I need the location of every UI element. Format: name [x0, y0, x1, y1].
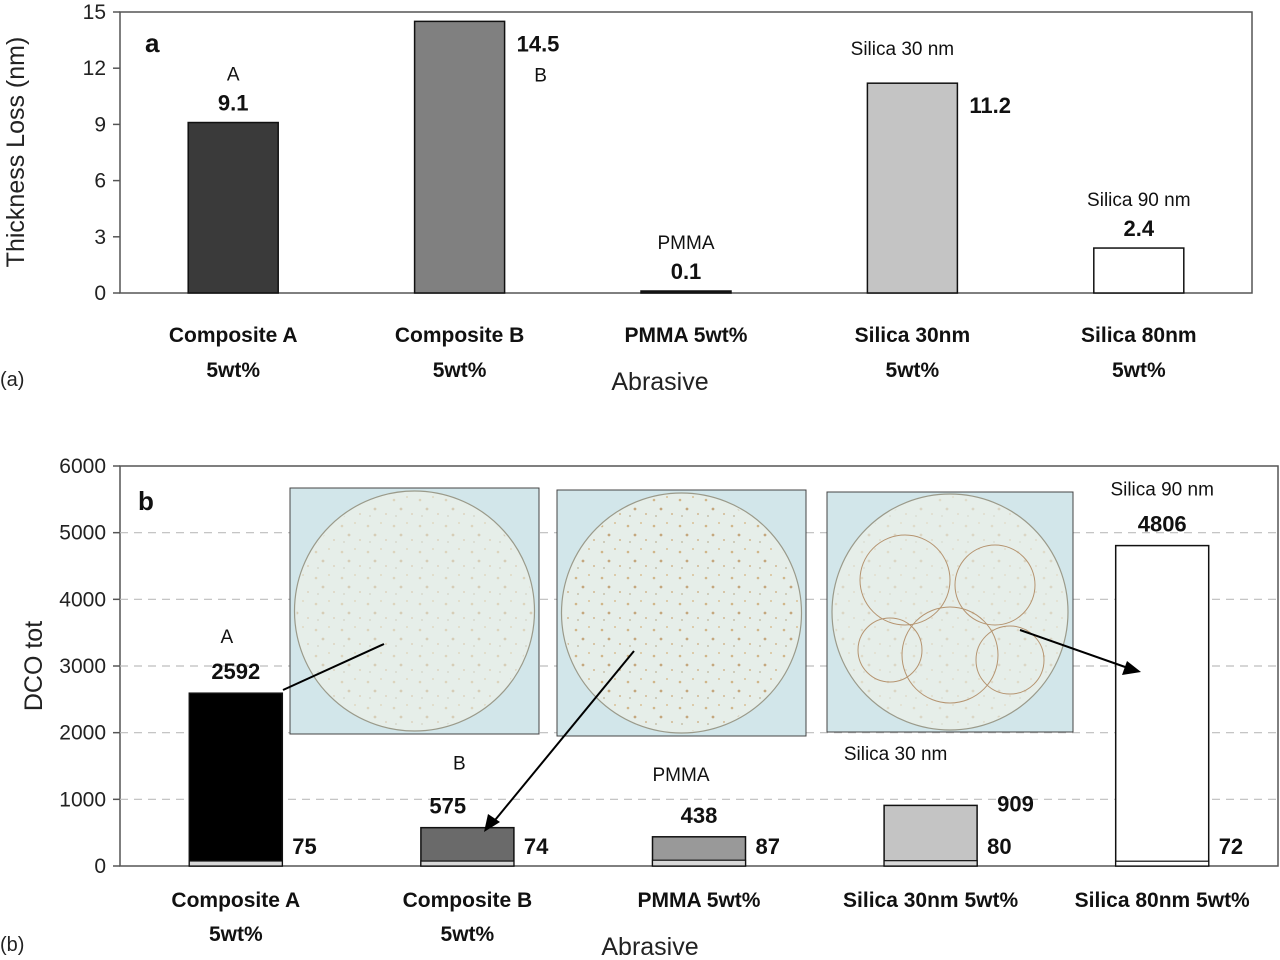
chart-b-bar-secondary: [883, 860, 978, 867]
chart-b-bars: [188, 544, 1210, 867]
callout-arrows: [282, 629, 1141, 832]
chart-a-y-tick-label: 0: [94, 282, 106, 305]
chart-a-category-label: 5wt%: [433, 359, 487, 382]
chart-a-value-label: 2.4: [1124, 216, 1155, 241]
chart-b-bar-primary: [188, 692, 284, 867]
chart-b-y-tick-label: 6000: [59, 455, 106, 478]
chart-b-value-label-primary: 575: [429, 794, 466, 819]
chart-b-value-label-secondary: 75: [292, 834, 316, 859]
chart-a-bar: [413, 20, 506, 294]
chart-b-category-label: Silica 30nm 5wt%: [843, 889, 1018, 912]
chart-a-category-label: Composite A: [169, 324, 298, 347]
chart-b-bar-secondary: [188, 860, 283, 867]
chart-b-y-tick-label: 0: [94, 855, 106, 878]
chart-a-annotation: B: [534, 65, 547, 86]
chart-a-category-label: Composite B: [395, 324, 525, 347]
chart-a-annotation: A: [227, 65, 240, 86]
chart-a-annotation: Silica 90 nm: [1087, 190, 1191, 211]
chart-a-bars: [187, 20, 1185, 294]
chart-b-y-tick-label: 4000: [59, 588, 106, 611]
chart-a-value-label: 9.1: [218, 91, 249, 116]
chart-b-value-label-primary: 4806: [1138, 512, 1187, 537]
chart-a-annotations: A B PMMA Silica 30 nm Silica 90 nm: [227, 39, 1191, 254]
chart-b-value-labels: 2592 75 575 74 438 87 909 80 4806 72: [211, 512, 1243, 859]
chart-b-value-label-secondary: 80: [987, 834, 1011, 859]
chart-b-value-label-secondary: 74: [524, 834, 549, 859]
chart-b-annotation: B: [453, 754, 466, 775]
chart-a-categories: Composite A 5wt% Composite B 5wt% PMMA 5wt% S…: [169, 324, 1197, 382]
chart-b-value-label-primary: 438: [681, 803, 718, 828]
chart-b: 0 1000 2000 3000 4000 5000 6000 2592 75 575 74 438…: [0, 455, 1279, 960]
chart-a-category-label: Silica 80nm: [1081, 324, 1197, 347]
chart-a-category-label: 5wt%: [1112, 359, 1166, 382]
chart-a-y-tick-label: 15: [83, 1, 106, 24]
chart-b-categories: Composite A 5wt% Composite B 5wt% PMMA 5wt% S…: [171, 889, 1250, 946]
chart-a-category-label: Silica 30nm: [855, 324, 971, 347]
chart-a-value-label: 0.1: [671, 259, 702, 284]
chart-b-bar-primary: [883, 804, 978, 867]
chart-b-value-label-primary: 2592: [211, 659, 260, 684]
chart-a-category-label: PMMA 5wt%: [625, 324, 748, 347]
chart-a-y-tick-label: 12: [83, 57, 106, 80]
chart-a-value-labels: 9.1 14.5 0.1 11.2 2.4: [218, 31, 1155, 284]
chart-a-bar: [866, 82, 959, 294]
chart-a-category-label: 5wt%: [886, 359, 940, 382]
chart-a-value-label: 11.2: [969, 93, 1011, 118]
chart-b-panel-letter: b: [138, 486, 154, 516]
chart-b-annotation: Silica 90 nm: [1110, 480, 1214, 501]
chart-a-bar: [640, 290, 732, 294]
chart-b-category-label: PMMA 5wt%: [638, 889, 761, 912]
chart-a-panel-letter: a: [145, 28, 160, 58]
chart-a-y-ticks: 0 3 6 9 12 15: [83, 1, 120, 305]
chart-a: 0 3 6 9 12 15 9.1 14.5 0.1 11.2 2.4 A B PMMA Silica …: [0, 1, 1253, 396]
chart-b-annotations: A B PMMA Silica 30 nm Silica 90 nm: [220, 480, 1213, 786]
chart-a-y-tick-label: 3: [94, 226, 106, 249]
chart-b-category-label: 5wt%: [441, 923, 495, 946]
chart-b-value-label-secondary: 72: [1219, 834, 1243, 859]
chart-b-y-tick-label: 2000: [59, 722, 106, 745]
chart-b-annotation: PMMA: [653, 765, 710, 786]
chart-b-bar-primary: [1114, 544, 1210, 867]
chart-a-panel-label: (a): [0, 369, 24, 391]
chart-b-category-label: Composite A: [171, 889, 300, 912]
chart-b-annotation: A: [220, 627, 233, 648]
chart-b-bar-primary: [420, 826, 515, 867]
chart-a-bar: [1093, 247, 1185, 294]
chart-a-bar: [187, 121, 279, 294]
chart-b-annotation: Silica 30 nm: [844, 744, 948, 765]
chart-b-panel-label: (b): [0, 934, 24, 956]
chart-b-bar-secondary: [651, 859, 747, 867]
wafer-map-composite-a: [289, 487, 540, 735]
chart-b-y-tick-label: 3000: [59, 655, 106, 678]
chart-b-y-tick-label: 5000: [59, 522, 106, 545]
chart-b-value-label-secondary: 87: [756, 834, 780, 859]
chart-a-frame: [119, 11, 1253, 294]
chart-b-ylabel: DCO tot: [20, 621, 48, 711]
chart-b-xlabel: Abrasive: [601, 933, 698, 960]
chart-b-bar-secondary: [420, 860, 515, 867]
chart-b-category-label: Silica 80nm 5wt%: [1075, 889, 1250, 912]
chart-a-y-tick-label: 9: [94, 113, 106, 136]
chart-a-annotation: PMMA: [658, 233, 715, 254]
chart-a-value-label: 14.5: [517, 31, 560, 56]
chart-a-category-label: 5wt%: [206, 359, 260, 382]
chart-b-value-label-primary: 909: [997, 791, 1034, 816]
chart-a-annotation: Silica 30 nm: [851, 39, 955, 60]
chart-b-y-ticks: 0 1000 2000 3000 4000 5000 6000: [59, 455, 120, 878]
chart-a-ylabel: Thickness Loss (nm): [2, 37, 30, 268]
chart-b-bar-secondary: [1115, 860, 1210, 867]
wafer-map-silica-90nm: [826, 491, 1074, 733]
chart-a-xlabel: Abrasive: [611, 368, 708, 396]
chart-a-y-tick-label: 6: [94, 170, 106, 193]
chart-b-category-label: Composite B: [403, 889, 533, 912]
chart-b-category-label: 5wt%: [209, 923, 263, 946]
chart-b-y-tick-label: 1000: [59, 788, 106, 811]
